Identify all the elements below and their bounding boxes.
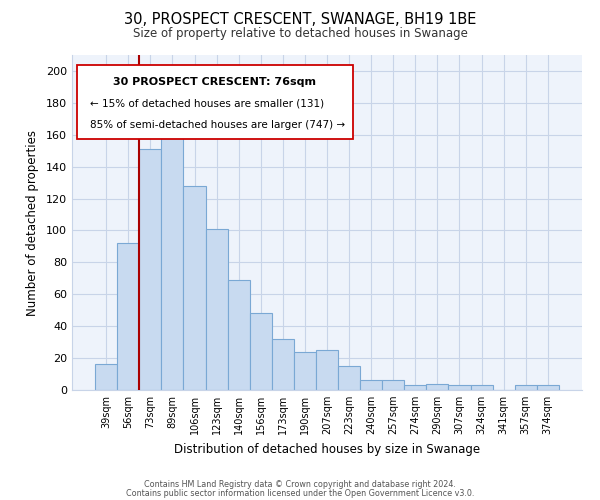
Bar	[470, 385, 493, 390]
Bar	[427, 384, 448, 390]
Bar	[537, 385, 559, 390]
Bar	[316, 350, 338, 390]
Bar	[360, 380, 382, 390]
X-axis label: Distribution of detached houses by size in Swanage: Distribution of detached houses by size …	[174, 442, 480, 456]
Bar	[272, 339, 294, 390]
Bar	[184, 186, 206, 390]
Text: 30 PROSPECT CRESCENT: 76sqm: 30 PROSPECT CRESCENT: 76sqm	[113, 77, 316, 87]
Text: Contains HM Land Registry data © Crown copyright and database right 2024.: Contains HM Land Registry data © Crown c…	[144, 480, 456, 489]
Text: Size of property relative to detached houses in Swanage: Size of property relative to detached ho…	[133, 28, 467, 40]
Bar	[206, 229, 227, 390]
Bar	[404, 385, 427, 390]
Bar	[95, 364, 117, 390]
Text: 85% of semi-detached houses are larger (747) →: 85% of semi-detached houses are larger (…	[90, 120, 345, 130]
Bar	[382, 380, 404, 390]
Bar	[515, 385, 537, 390]
Bar	[250, 314, 272, 390]
Text: Contains public sector information licensed under the Open Government Licence v3: Contains public sector information licen…	[126, 488, 474, 498]
Y-axis label: Number of detached properties: Number of detached properties	[26, 130, 39, 316]
Bar	[338, 366, 360, 390]
FancyBboxPatch shape	[77, 65, 353, 138]
Bar	[448, 385, 470, 390]
Bar	[117, 243, 139, 390]
Bar	[227, 280, 250, 390]
Bar	[139, 149, 161, 390]
Text: 30, PROSPECT CRESCENT, SWANAGE, BH19 1BE: 30, PROSPECT CRESCENT, SWANAGE, BH19 1BE	[124, 12, 476, 28]
Text: ← 15% of detached houses are smaller (131): ← 15% of detached houses are smaller (13…	[90, 98, 324, 108]
Bar	[161, 127, 184, 390]
Bar	[294, 352, 316, 390]
